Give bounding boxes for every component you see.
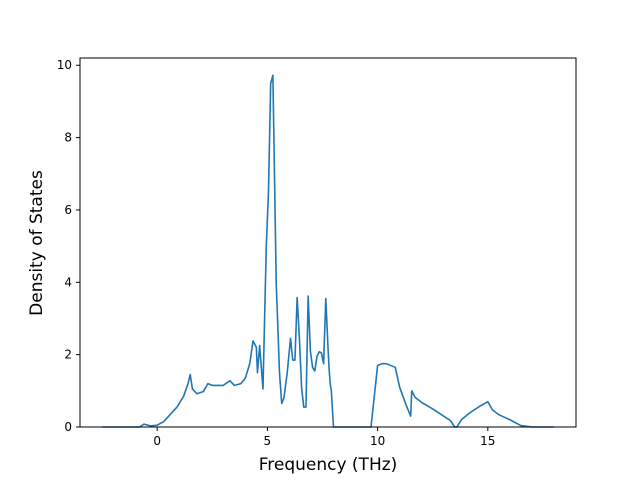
y-tick-label: 6 bbox=[64, 203, 72, 217]
y-tick-label: 10 bbox=[57, 58, 72, 72]
y-tick-label: 4 bbox=[64, 275, 72, 289]
x-axis-label: Frequency (THz) bbox=[259, 455, 398, 475]
y-tick-label: 0 bbox=[64, 420, 72, 434]
y-tick-label: 8 bbox=[64, 131, 72, 145]
y-axis-label: Density of States bbox=[27, 170, 47, 316]
x-tick-label: 5 bbox=[264, 434, 272, 448]
dos-series-line-0 bbox=[102, 74, 554, 428]
y-tick-label: 2 bbox=[64, 348, 72, 362]
plot-frame bbox=[79, 57, 577, 428]
x-tick-label: 15 bbox=[480, 434, 495, 448]
x-tick-label: 0 bbox=[153, 434, 161, 448]
x-tick-label: 10 bbox=[370, 434, 385, 448]
